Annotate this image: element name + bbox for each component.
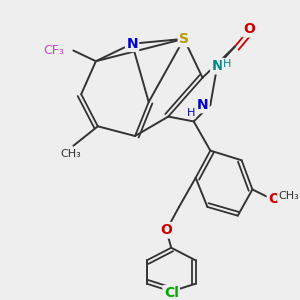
Text: N: N bbox=[197, 98, 208, 112]
Text: S: S bbox=[179, 32, 189, 46]
Text: Cl: Cl bbox=[164, 286, 178, 300]
Text: O: O bbox=[160, 223, 172, 237]
Text: O: O bbox=[244, 22, 255, 36]
Text: CH₃: CH₃ bbox=[60, 148, 81, 158]
Text: CH₃: CH₃ bbox=[278, 191, 299, 201]
Text: CF₃: CF₃ bbox=[44, 44, 64, 57]
Text: H: H bbox=[223, 59, 231, 69]
Text: H: H bbox=[187, 108, 195, 118]
Text: N: N bbox=[126, 37, 138, 51]
Text: O: O bbox=[268, 192, 280, 206]
Text: N: N bbox=[212, 59, 223, 73]
